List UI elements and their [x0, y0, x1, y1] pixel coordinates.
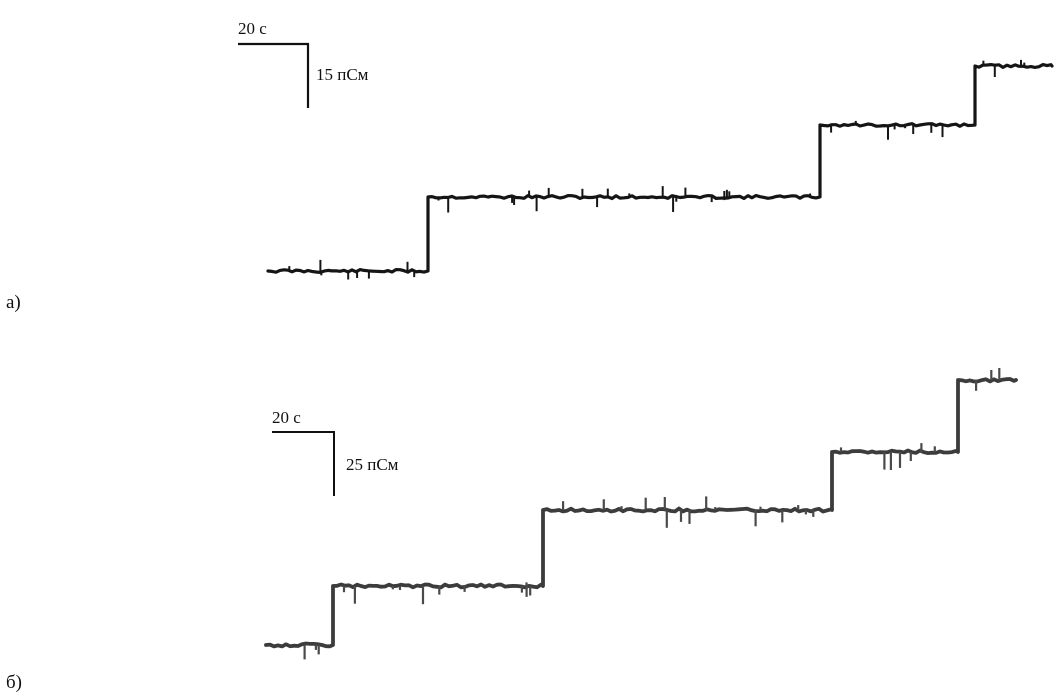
panel-b: б) 20 с 25 пСм	[6, 368, 1018, 692]
trace-a-line	[266, 62, 1054, 274]
scale-bar-a-conductance-label: 15 пСм	[316, 65, 369, 84]
trace-a	[266, 59, 1054, 280]
panel-b-label: б)	[6, 672, 22, 692]
trace-b	[264, 368, 1018, 660]
scale-bar-a-time-label: 20 с	[238, 19, 267, 38]
panel-a-label: а)	[6, 292, 21, 313]
panel-a: а) 20 с 15 пСм	[6, 19, 1054, 313]
scale-bar-b: 20 с 25 пСм	[272, 408, 399, 496]
scale-bar-b-conductance-label: 25 пСм	[346, 455, 399, 474]
scale-bar-b-lines	[272, 431, 335, 496]
scale-bar-a: 20 с 15 пСм	[238, 19, 369, 108]
scale-bar-a-lines	[238, 42, 310, 108]
trace-b-line	[264, 377, 1018, 649]
scale-bar-b-time-label: 20 с	[272, 408, 301, 427]
